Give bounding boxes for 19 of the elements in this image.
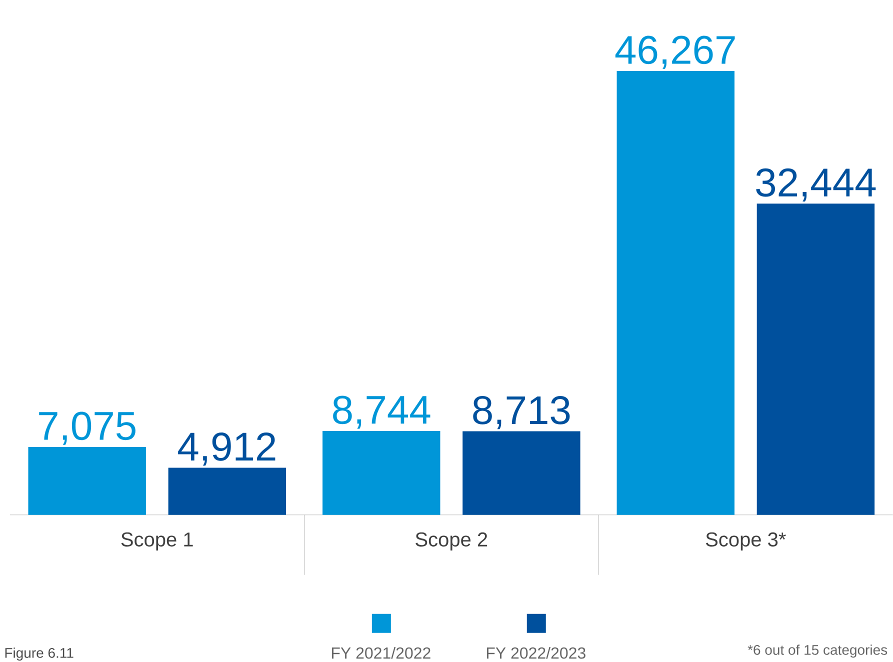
bar [322,430,440,515]
bar [168,468,286,515]
bar [616,71,734,515]
x-tick-label: Scope 2 [416,532,488,550]
data-label: 4,912 [178,432,276,466]
legend-label: FY 2021/2022 [332,646,430,659]
bar [462,431,580,515]
data-label: 7,075 [39,412,136,445]
data-label: 46,267 [615,36,735,69]
x-tick-label: Scope 1 [121,532,193,550]
caption: Figure 6.11 [5,648,74,661]
bar [756,204,875,515]
data-label: 8,713 [473,396,570,430]
x-tick-label: Scope 3* [706,532,786,550]
bar [28,446,146,515]
text: *6 out of 15 categories [748,644,888,658]
data-label: 8,744 [333,396,430,429]
legend-label: FY 2022/2023 [486,646,586,659]
data-label: 32,444 [756,168,876,202]
